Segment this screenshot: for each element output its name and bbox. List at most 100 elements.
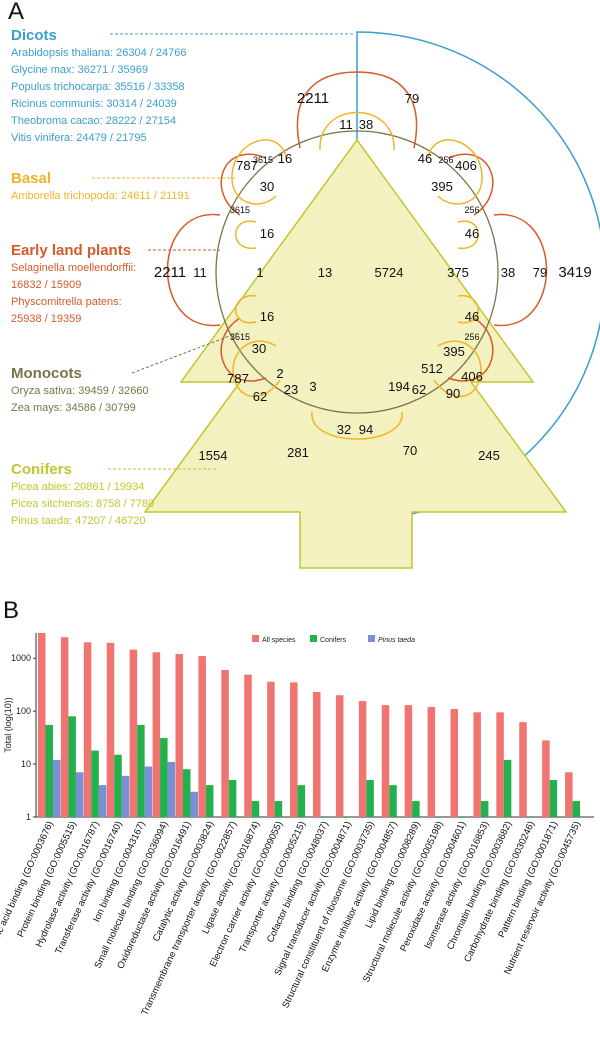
bar-all-species <box>267 681 275 817</box>
venn-count-label: 1554 <box>199 448 228 463</box>
bar-all-species <box>60 637 69 817</box>
legend-swatch <box>252 635 259 642</box>
panel-b: B Total (log(10)) 1 10 100 1000 Nucleic aci… <box>0 595 600 1056</box>
species-label: Picea abies: 20861 / 19934 <box>11 481 145 493</box>
bar-conifers <box>503 759 512 817</box>
venn-count-label: 256 <box>464 205 479 215</box>
bar-all-species <box>244 674 252 817</box>
bar-all-species <box>450 708 458 817</box>
venn-count-label: 62 <box>412 382 426 397</box>
bar-all-species <box>427 706 436 817</box>
venn-count-label: 3419 <box>558 264 591 281</box>
venn-count-label: 79 <box>533 265 547 280</box>
basal-outline <box>231 111 483 440</box>
venn-count-label: 11 <box>193 265 207 280</box>
species-label: 25938 / 19359 <box>11 313 82 325</box>
bars <box>38 633 581 818</box>
bar-conifers <box>343 817 351 818</box>
bar-conifers <box>160 738 168 817</box>
bar-chart: Total (log(10)) 1 10 100 1000 Nucleic acid … <box>0 633 594 1018</box>
venn-count-label: 194 <box>388 379 410 394</box>
venn-count-label: 395 <box>431 179 453 194</box>
y-tick-label: 1000 <box>11 653 31 663</box>
species-label: Arabidopsis thaliana: 26304 / 24766 <box>11 47 187 59</box>
bar-all-species <box>198 656 206 817</box>
bar-conifers <box>366 780 374 817</box>
bar-pinus-taeda <box>75 772 84 817</box>
bar-pinus-taeda <box>121 775 130 817</box>
species-label: Theobroma cacao: 28222 / 27154 <box>11 115 177 127</box>
bar-pinus-taeda <box>144 766 153 817</box>
species-label: Zea mays: 34586 / 30799 <box>11 402 136 414</box>
group-basal: Basal Amborella trichopoda: 24611 / 2119… <box>11 170 190 205</box>
panel-a: A <box>8 0 600 569</box>
bar-conifers <box>389 785 397 817</box>
bar-conifers <box>274 801 283 817</box>
bar-conifers <box>526 817 535 818</box>
species-label: Selaginella moellendorffii: <box>11 262 137 274</box>
bar-conifers <box>435 817 443 818</box>
bar-all-species <box>335 695 344 817</box>
early-land-plants-outline <box>166 71 548 382</box>
venn-count-label: 2211 <box>297 90 329 107</box>
bar-conifers <box>297 785 306 817</box>
venn-count-label: 23 <box>284 382 298 397</box>
bar-conifers <box>251 801 260 817</box>
species-label: Physcomitrella patens: <box>11 296 122 308</box>
venn-count-label: 406 <box>461 369 483 384</box>
bar-conifers <box>228 780 237 817</box>
y-axis-label: Total (log(10)) <box>3 697 13 753</box>
venn-count-label: 13 <box>318 265 332 280</box>
venn-count-label: 512 <box>421 361 443 376</box>
venn-count-label: 256 <box>464 332 479 342</box>
venn-count-label: 3 <box>309 379 316 394</box>
legend-swatch <box>368 635 375 642</box>
y-tick-label: 10 <box>21 759 31 769</box>
venn-count-label: 32 <box>337 422 351 437</box>
venn-count-label: 787 <box>227 371 249 386</box>
bar-pinus-taeda <box>53 759 61 817</box>
venn-count-label: 3615 <box>230 332 250 342</box>
venn-count-label: 90 <box>446 386 460 401</box>
venn-count-label: 30 <box>260 179 274 194</box>
conifers-tree-shape <box>143 138 568 569</box>
group-early-land-plants: Early land plants Selaginella moellendor… <box>11 242 136 328</box>
species-label: Picea sitchensis: 8758 / 7780 <box>11 498 155 510</box>
bar-all-species <box>83 642 92 817</box>
venn-count-label: 70 <box>403 443 417 458</box>
species-label: Pinus taeda: 47207 / 46720 <box>11 515 146 527</box>
bar-pinus-taeda <box>98 785 107 817</box>
x-tick-labels: Nucleic acid binding (GO:0003676)Protein… <box>0 820 583 1018</box>
y-tick-label: 1 <box>26 812 31 822</box>
monocots-circle <box>215 130 499 414</box>
bar-all-species <box>152 652 161 817</box>
bar-conifers <box>137 724 145 817</box>
bar-conifers <box>205 785 214 817</box>
species-label: Glycine max: 36271 / 35969 <box>11 64 148 76</box>
legend-label: Conifers <box>320 637 347 644</box>
bar-conifers <box>91 750 99 817</box>
bar-all-species <box>38 633 46 817</box>
species-label: Populus trichocarpa: 35516 / 33358 <box>11 81 185 93</box>
legend-label: Pinus taeda <box>378 637 415 644</box>
venn-count-label: 46 <box>418 151 432 166</box>
venn-count-label: 94 <box>359 422 373 437</box>
bar-all-species <box>542 740 550 817</box>
bar-conifers <box>480 801 489 817</box>
bar-all-species <box>290 682 298 817</box>
bar-conifers <box>320 817 328 818</box>
bar-all-species <box>175 654 183 817</box>
bar-all-species <box>473 712 481 817</box>
group-dicots-title: Dicots <box>11 27 57 44</box>
bar-conifers <box>45 724 53 817</box>
venn-count-label: 2211 <box>154 264 186 281</box>
venn-count-label: 3615 <box>253 155 273 165</box>
species-label: Ricinus communis: 30314 / 24039 <box>11 98 177 110</box>
bar-conifers <box>183 769 191 817</box>
legend: All species Conifers Pinus taeda <box>252 635 415 644</box>
bar-conifers <box>68 716 76 817</box>
venn-count-label: 281 <box>287 445 309 460</box>
bar-all-species <box>519 722 527 817</box>
venn-count-label: 787 <box>236 158 258 173</box>
legend-swatch <box>310 635 317 642</box>
